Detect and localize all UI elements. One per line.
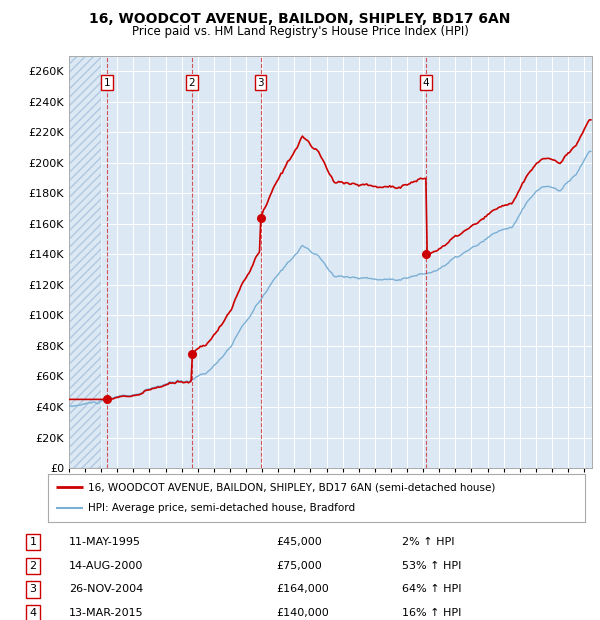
Text: 1: 1 bbox=[29, 538, 37, 547]
Text: 4: 4 bbox=[423, 78, 430, 87]
Text: 16, WOODCOT AVENUE, BAILDON, SHIPLEY, BD17 6AN: 16, WOODCOT AVENUE, BAILDON, SHIPLEY, BD… bbox=[89, 12, 511, 27]
Text: 4: 4 bbox=[29, 608, 37, 618]
Text: 11-MAY-1995: 11-MAY-1995 bbox=[69, 538, 141, 547]
Text: £140,000: £140,000 bbox=[276, 608, 329, 618]
Text: 1: 1 bbox=[104, 78, 110, 87]
Text: 2: 2 bbox=[188, 78, 195, 87]
Text: 2: 2 bbox=[29, 561, 37, 571]
Text: 2% ↑ HPI: 2% ↑ HPI bbox=[402, 538, 455, 547]
Text: £164,000: £164,000 bbox=[276, 585, 329, 595]
Text: 16, WOODCOT AVENUE, BAILDON, SHIPLEY, BD17 6AN (semi-detached house): 16, WOODCOT AVENUE, BAILDON, SHIPLEY, BD… bbox=[88, 482, 496, 492]
Text: HPI: Average price, semi-detached house, Bradford: HPI: Average price, semi-detached house,… bbox=[88, 503, 355, 513]
Text: 13-MAR-2015: 13-MAR-2015 bbox=[69, 608, 143, 618]
Text: 3: 3 bbox=[257, 78, 264, 87]
Text: 14-AUG-2000: 14-AUG-2000 bbox=[69, 561, 143, 571]
Text: 64% ↑ HPI: 64% ↑ HPI bbox=[402, 585, 461, 595]
Text: £75,000: £75,000 bbox=[276, 561, 322, 571]
Text: £45,000: £45,000 bbox=[276, 538, 322, 547]
Text: 53% ↑ HPI: 53% ↑ HPI bbox=[402, 561, 461, 571]
Text: Price paid vs. HM Land Registry's House Price Index (HPI): Price paid vs. HM Land Registry's House … bbox=[131, 25, 469, 38]
Text: 16% ↑ HPI: 16% ↑ HPI bbox=[402, 608, 461, 618]
Text: 3: 3 bbox=[29, 585, 37, 595]
Text: 26-NOV-2004: 26-NOV-2004 bbox=[69, 585, 143, 595]
